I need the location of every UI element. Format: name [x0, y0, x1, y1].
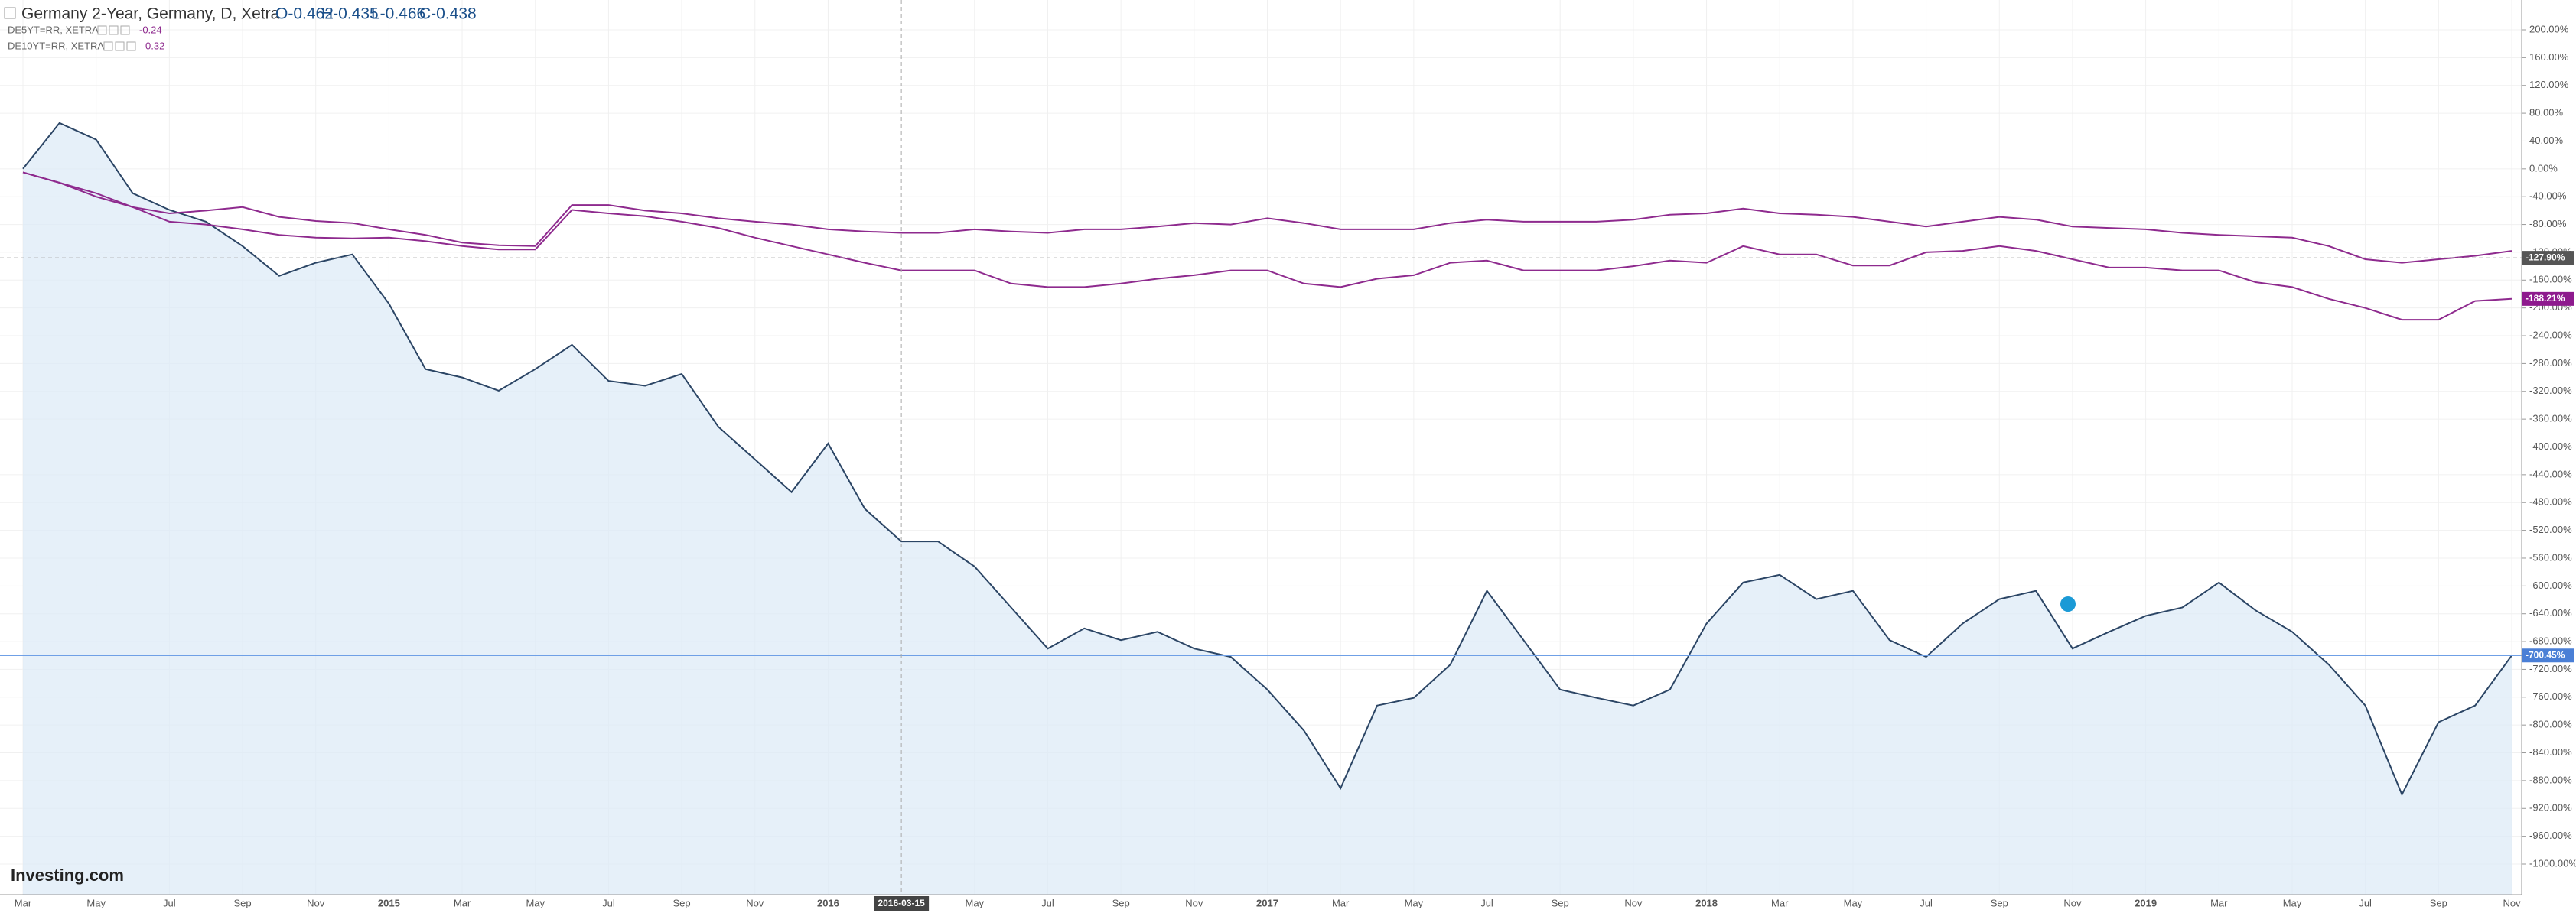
ohlc-close: C-0.438 — [419, 5, 477, 23]
y-tick-label: -960.00% — [2529, 830, 2572, 841]
price-badge-label: -700.45% — [2526, 649, 2565, 660]
y-tick-label: -400.00% — [2529, 440, 2572, 452]
x-tick-label: Sep — [1552, 897, 1569, 908]
x-tick-label: Sep — [233, 897, 251, 908]
x-tick-label: Sep — [1991, 897, 2008, 908]
crosshair-y-box — [2522, 251, 2574, 265]
x-tick-label: Sep — [2430, 897, 2447, 908]
x-tick-label: Jul — [1041, 897, 1054, 908]
x-tick-label: Jul — [163, 897, 176, 908]
x-tick-label: May — [966, 897, 985, 908]
area — [23, 122, 2512, 895]
x-tick-label: Sep — [673, 897, 691, 908]
x-tick-label: Nov — [1185, 897, 1203, 908]
y-tick-label: -40.00% — [2529, 190, 2567, 202]
x-tick-label: Mar — [2210, 897, 2228, 908]
x-tick-label: Nov — [746, 897, 764, 908]
y-tick-label: -800.00% — [2529, 719, 2572, 730]
ohlc-open: O-0.462 — [275, 5, 334, 23]
x-tick-label: May — [2283, 897, 2302, 908]
legend-value: 0.32 — [145, 40, 164, 51]
series-line — [22, 171, 2512, 321]
series-icons[interactable] — [97, 25, 130, 35]
x-tick-label: May — [526, 897, 545, 908]
y-tick-label: -760.00% — [2529, 690, 2572, 702]
series-icons[interactable] — [103, 41, 136, 51]
y-tick-label: -240.00% — [2529, 329, 2572, 340]
axes: 200.00% 160.00% 120.00% 80.00% 40.00% 0.00% -4… — [15, 23, 2576, 911]
y-tick-label: -280.00% — [2529, 357, 2572, 369]
x-tick-label: 2015 — [378, 897, 400, 908]
y-tick-label: -440.00% — [2529, 468, 2572, 479]
y-tick-label: 40.00% — [2529, 135, 2564, 146]
y-tick-label: -360.00% — [2529, 413, 2572, 424]
legend-value: -0.24 — [139, 24, 162, 35]
y-tick-label: -600.00% — [2529, 580, 2572, 591]
crosshair-y-label: -127.90% — [2526, 252, 2565, 262]
x-tick-label: Jul — [1920, 897, 1933, 908]
price-badge — [2522, 291, 2574, 306]
y-tick-label: -720.00% — [2529, 663, 2572, 674]
y-tick-label: 160.00% — [2529, 51, 2569, 63]
x-tick-label: Sep — [1112, 897, 1130, 908]
y-tick-label: -560.00% — [2529, 551, 2572, 563]
y-tick-label: -520.00% — [2529, 524, 2572, 535]
y-tick-label: -640.00% — [2529, 607, 2572, 619]
plot-area — [0, 0, 2522, 895]
x-tick-label: May — [1405, 897, 1424, 908]
collapse-icon[interactable] — [4, 7, 16, 19]
series-line — [22, 122, 2512, 797]
y-tick-label: -840.00% — [2529, 746, 2572, 758]
price-badge-label: -188.21% — [2526, 293, 2565, 304]
x-tick-label: Mar — [15, 897, 32, 908]
y-tick-label: 200.00% — [2529, 23, 2569, 34]
x-tick-label: 2017 — [1256, 897, 1278, 908]
y-tick-label: -880.00% — [2529, 774, 2572, 785]
x-tick-label: Mar — [1332, 897, 1350, 908]
legend-name: DE10YT=RR, XETRA — [8, 40, 104, 51]
crosshair-x-label: 2016-03-15 — [878, 898, 925, 908]
x-tick-label: 2019 — [2135, 897, 2157, 908]
x-tick-label: Nov — [307, 897, 325, 908]
x-tick-label: Mar — [1771, 897, 1789, 908]
ohlc-low: L-0.466 — [371, 5, 425, 23]
y-tick-label: 80.00% — [2529, 107, 2564, 119]
y-tick-label: -80.00% — [2529, 218, 2567, 229]
x-tick-label: Jul — [1480, 897, 1493, 908]
ohlc-high: H-0.435 — [321, 5, 379, 23]
price-badge — [2522, 648, 2574, 663]
x-tick-label: Jul — [2359, 897, 2372, 908]
x-tick-label: Nov — [2503, 897, 2521, 908]
y-tick-label: -680.00% — [2529, 635, 2572, 647]
y-tick-label: -1000.00% — [2529, 857, 2576, 869]
crosshair-x-box — [874, 896, 930, 911]
y-tick-label: -480.00% — [2529, 496, 2572, 508]
x-tick-label: 2016 — [817, 897, 839, 908]
x-tick-label: Nov — [1624, 897, 1643, 908]
y-tick-label: 120.00% — [2529, 79, 2569, 90]
logo: Investing.com — [11, 866, 124, 885]
event-marker[interactable] — [2060, 596, 2076, 612]
y-axis-panel — [2522, 0, 2576, 913]
x-tick-label: May — [1844, 897, 1863, 908]
series-line — [22, 171, 2512, 264]
legend-name: DE5YT=RR, XETRA — [8, 24, 99, 35]
legend: Germany 2-Year, Germany, D, Xetra O-0.46… — [4, 5, 477, 51]
x-tick-label: Mar — [454, 897, 471, 908]
x-tick-label: 2018 — [1695, 897, 1718, 908]
x-tick-label: Jul — [602, 897, 615, 908]
y-tick-label: -320.00% — [2529, 385, 2572, 396]
x-tick-label: May — [86, 897, 106, 908]
y-tick-label: 0.00% — [2529, 162, 2558, 174]
chart-title: Germany 2-Year, Germany, D, Xetra — [21, 5, 280, 23]
y-tick-label: -160.00% — [2529, 274, 2572, 285]
y-tick-label: -920.00% — [2529, 802, 2572, 814]
x-tick-label: Nov — [2063, 897, 2082, 908]
